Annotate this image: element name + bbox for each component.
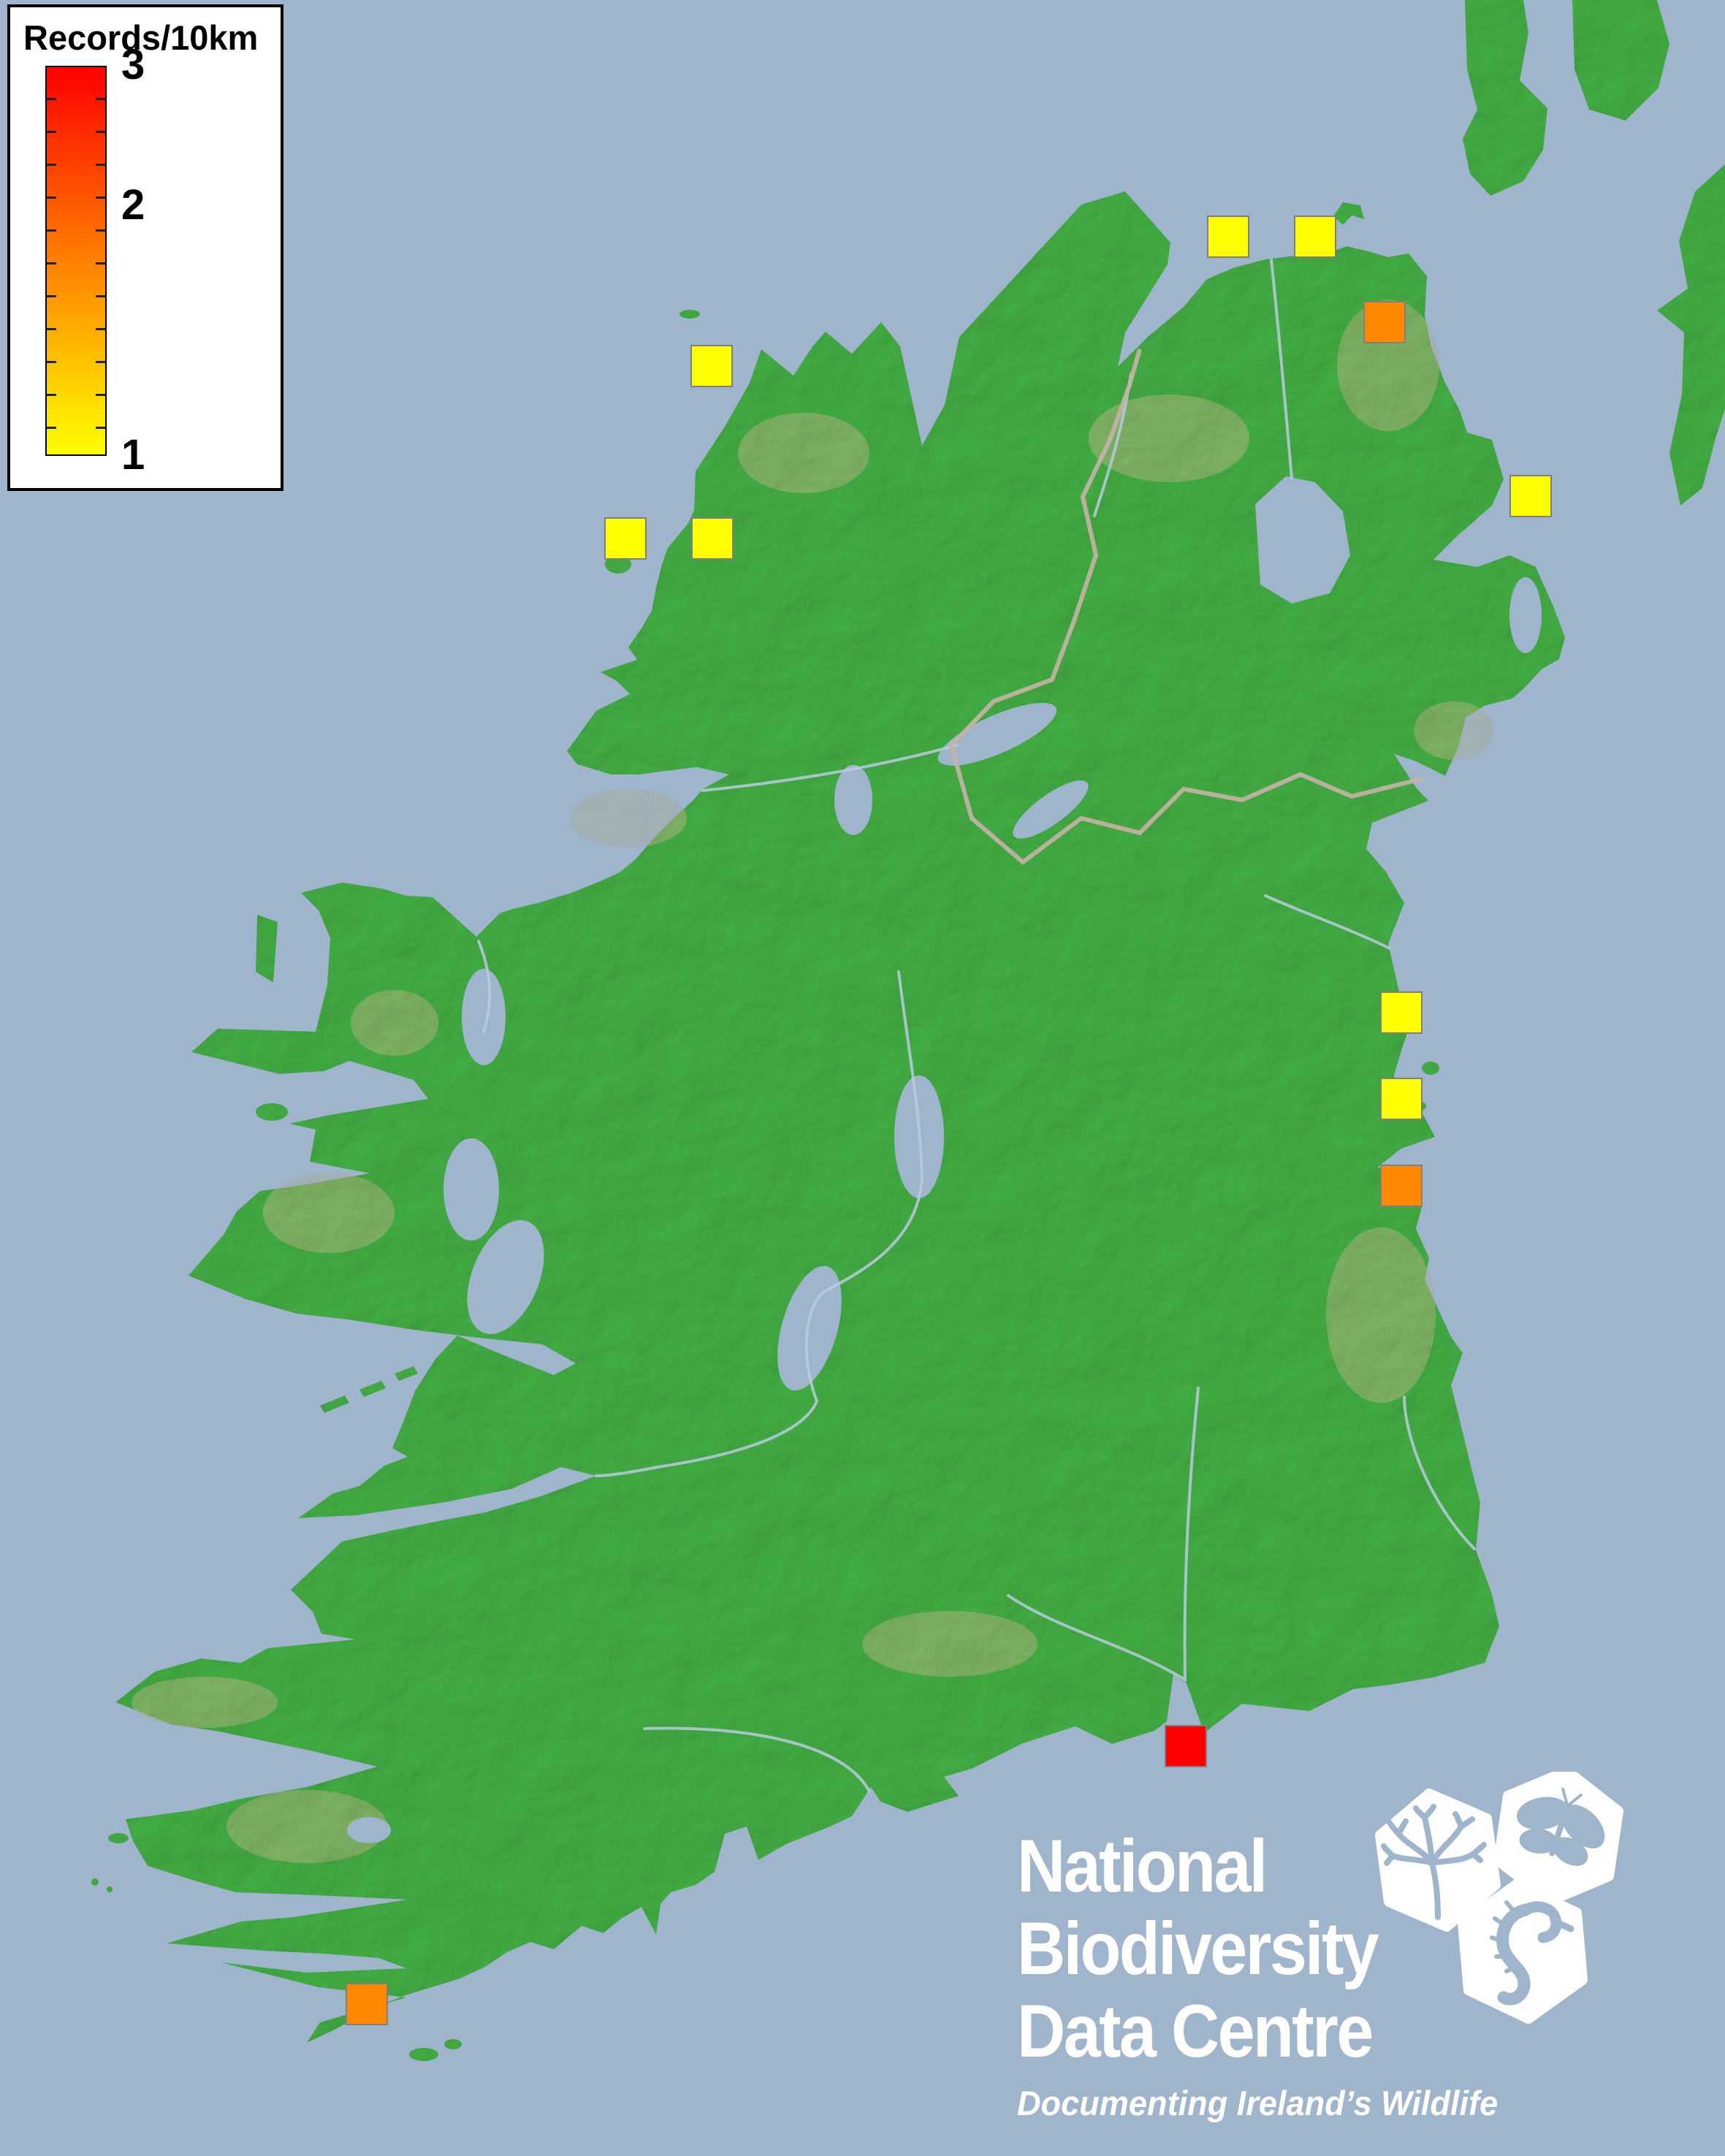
landmass-kintyre	[1657, 164, 1725, 506]
legend-ticks-left	[47, 67, 56, 454]
river-bann	[1270, 259, 1293, 480]
record-cell-marker	[1380, 991, 1423, 1034]
legend-gradient-bar	[45, 66, 107, 456]
ni-border-line	[948, 348, 1425, 865]
ireland-coastline	[115, 191, 1565, 2043]
river-moy	[477, 940, 492, 1033]
landmass-islay	[1463, 0, 1547, 196]
lakes	[347, 476, 1542, 1843]
lake-upper-erne	[1013, 780, 1089, 839]
lake-allen	[834, 765, 872, 835]
lake-corrib	[467, 1220, 544, 1334]
island-lambay	[1422, 1062, 1439, 1075]
lake-lower-erne	[937, 703, 1057, 766]
legend-ticks-right	[96, 67, 105, 454]
lake-lough-neagh	[1255, 476, 1350, 603]
river-shannon	[595, 970, 924, 1477]
record-cell-marker	[1380, 1165, 1423, 1207]
record-cell-marker	[1380, 1078, 1423, 1120]
nbdc-logo: National Biodiversity Data Centre Docume…	[1017, 1825, 1518, 2123]
logo-line-national: National	[1017, 1824, 1268, 1908]
island-mullet	[256, 915, 278, 983]
legend-title: Records/10km	[23, 18, 259, 57]
seahorse-icon	[1458, 1879, 1588, 2024]
logo-line-biodiversity: Biodiversity	[1017, 1907, 1379, 1990]
lake-mask	[443, 1138, 499, 1241]
river-boyne	[1264, 894, 1391, 950]
island-valentia	[108, 1833, 129, 1843]
landmass-ireland	[91, 0, 1725, 2061]
river-erne	[701, 744, 959, 792]
landmass-jura	[1572, 0, 1669, 121]
record-cell-marker	[1294, 216, 1336, 258]
legend-label-2: 2	[121, 181, 145, 229]
record-cell-marker	[1363, 301, 1406, 343]
record-cell-marker	[1207, 216, 1249, 258]
island-skellig2	[107, 1886, 113, 1892]
lake-conn	[462, 969, 506, 1065]
island-clare	[256, 1103, 288, 1121]
record-cell-marker	[690, 345, 733, 387]
record-cell-marker	[604, 517, 647, 560]
island-skellig	[91, 1878, 99, 1886]
island-tory	[679, 310, 700, 319]
legend-box: Records/10km 3 2 1	[7, 4, 283, 491]
river-slaney	[1403, 1395, 1476, 1550]
logo-tagline: Documenting Ireland’s Wildlife	[1017, 2084, 1499, 2122]
record-cell-marker	[691, 517, 734, 560]
nbdc-logo-hexagons	[1375, 1772, 1623, 2024]
lake-leane	[347, 1817, 391, 1843]
river-suir	[1007, 1594, 1185, 1680]
lake-strangford	[1509, 577, 1542, 653]
island-clear	[409, 2048, 438, 2061]
islands-aran	[320, 1366, 418, 1413]
river-barrow	[1183, 1387, 1200, 1682]
record-cell-marker	[1165, 1725, 1207, 1767]
upland-shading	[132, 300, 1494, 1863]
legend-label-1: 1	[121, 431, 145, 479]
record-cell-marker	[346, 1983, 388, 2025]
island-sherkin	[444, 2039, 462, 2049]
lake-derg	[777, 1265, 842, 1391]
tree-icon	[1375, 1789, 1501, 1932]
river-blackwater	[643, 1726, 871, 1793]
logo-line-data-centre: Data Centre	[1017, 1989, 1374, 2073]
legend-label-3: 3	[121, 41, 145, 88]
island-rathlin	[1333, 202, 1364, 225]
record-cell-marker	[1509, 475, 1552, 517]
